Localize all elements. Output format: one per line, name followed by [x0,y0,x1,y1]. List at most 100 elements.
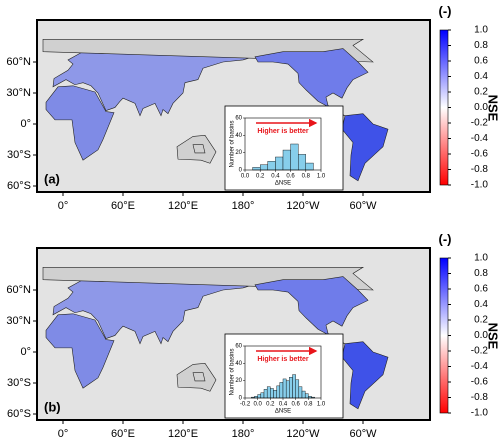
lat-label: 0° [20,118,31,130]
colorbar-label: 0.8 [474,268,488,279]
histogram-bar [266,386,271,399]
histogram-bar [276,385,281,399]
inset-annotation: Higher is better [257,128,309,135]
inset-annotation: Higher is better [257,356,309,363]
colorbar-label: -1.0 [471,180,489,191]
inset-x-label: 0.4 [279,402,288,408]
lon-label: 120°E [168,200,198,212]
inset-y-label: 20 [235,150,242,156]
lat-label: 30°N [6,315,31,327]
inset-y-label: 40 [235,361,242,367]
inset-y-axis-label: Number of basins [230,120,236,167]
inset-x-label: 1.0 [317,174,326,180]
land [254,48,369,117]
inset-x-label: 0.2 [266,402,275,408]
colorbar-label: 0.4 [474,299,488,310]
inset-box [224,105,344,191]
histogram-bar [290,143,299,171]
land [192,144,206,154]
lon-label: 60°E [111,428,135,440]
inset-x-label: 0.0 [253,402,262,408]
inset-x-label: 0.4 [271,174,280,180]
histogram-bar [252,167,261,171]
histogram-bar [263,389,268,399]
map-frame [36,247,431,421]
inset-x-axis-label: ΔNSE [275,181,291,187]
lon-label: 60°E [111,200,135,212]
lon-label: 120°W [286,428,320,440]
panel-label: (a) [44,171,60,186]
lon-label: 60°W [349,200,377,212]
lon-label: 180° [232,428,255,440]
histogram-bar [298,386,303,399]
inset-x-label: -0.2 [240,402,251,408]
inset-x-label: 0.8 [304,402,313,408]
colorbar-label: -0.2 [471,118,489,129]
colorbar-label: -0.4 [471,361,489,372]
lat-label: 60°S [7,180,31,192]
colorbar-label: 1.0 [474,253,488,264]
map-frame [36,19,431,193]
colorbar-label: -0.6 [471,149,489,160]
histogram-bar [305,162,314,171]
colorbar-label: 0.6 [474,284,488,295]
histogram-bar [289,377,293,399]
lon-label: 0° [58,200,69,212]
lon-label: 120°W [286,200,320,212]
histogram-bar [304,393,309,399]
colorbar-label: 0.8 [474,40,488,51]
histogram-bar [260,164,269,171]
lat-label: 30°S [7,149,31,161]
histogram-bar [279,382,284,399]
lat-label: 0° [20,346,31,358]
colorbar-label: 0.0 [474,330,488,341]
inset-x-label: 0.6 [291,402,300,408]
histogram-bar [301,390,306,399]
colorbar-label: 0.2 [474,87,488,98]
histogram-bar [298,154,307,171]
inset-axes [244,117,322,171]
colorbar-label: 1.0 [474,25,488,36]
inset-y-label: 0 [239,168,243,174]
land [341,113,389,182]
inset-x-label: 0.6 [286,174,295,180]
land [341,341,389,410]
inset-box [224,333,344,419]
land [45,85,115,161]
colorbar-label: -0.8 [471,164,489,175]
colorbar-label: 0.6 [474,56,488,67]
lat-label: 60°S [7,408,31,420]
lon-label: 180° [232,200,255,212]
colorbar-label: 0.4 [474,71,488,82]
histogram-bar [273,390,277,399]
histogram-bar [260,392,265,399]
panel-label: (b) [44,399,61,414]
land [254,276,369,345]
inset-x-label: 0.0 [241,174,250,180]
inset-y-label: 0 [239,396,243,402]
histogram-bar [282,378,287,399]
colorbar-label: 0.2 [474,315,488,326]
histogram-bar [285,380,290,399]
colorbar-title: (-) [439,3,452,18]
colorbar-label: -1.0 [471,408,489,419]
colorbar-label: 0.0 [474,102,488,113]
histogram-bar [282,149,291,171]
inset-y-label: 60 [235,116,242,122]
histogram-bar [257,394,262,399]
histogram-bar [295,379,300,399]
histogram-bar [275,156,284,171]
lat-label: 30°N [6,87,31,99]
inset-y-axis-label: Number of basins [230,348,236,395]
land [45,313,115,389]
colorbar-label: -0.6 [471,377,489,388]
inset-y-label: 60 [235,344,242,350]
inset-x-label: 0.8 [302,174,311,180]
histogram-bar [292,374,296,399]
lon-label: 60°W [349,428,377,440]
inset-y-label: 40 [235,133,242,139]
inset-x-label: 1.0 [317,402,326,408]
lat-label: 60°N [6,284,31,296]
lat-label: 30°S [7,377,31,389]
